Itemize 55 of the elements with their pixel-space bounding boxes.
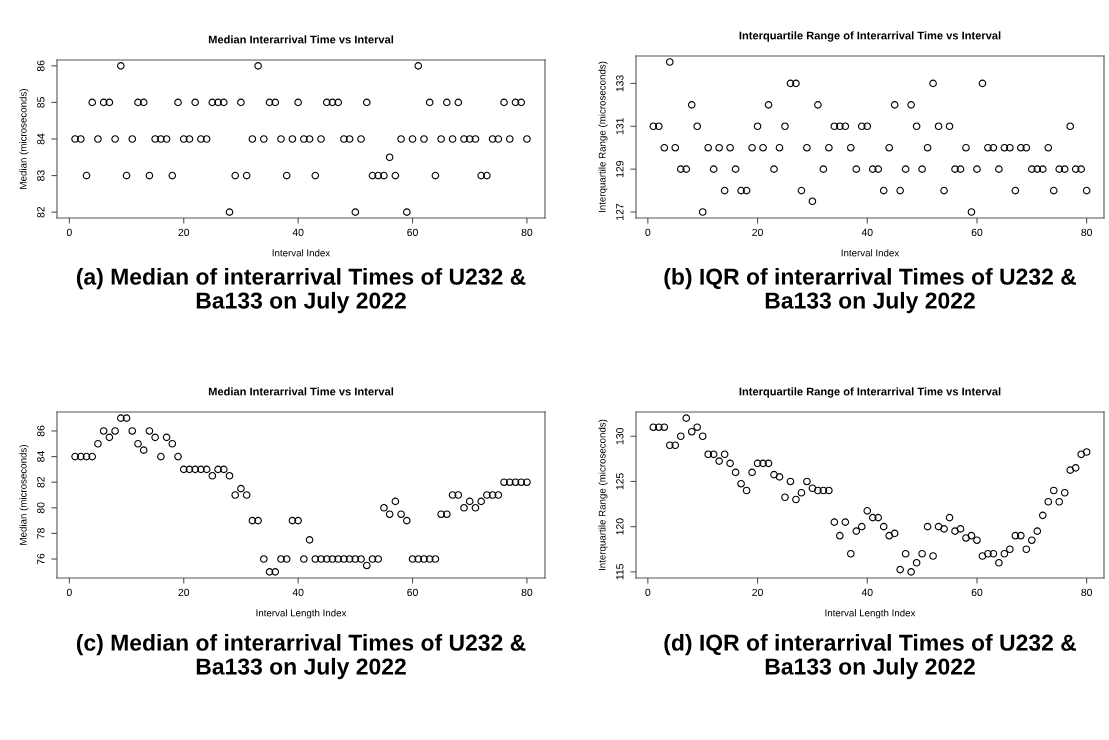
y-tick-label: 80 (37, 502, 45, 514)
y-axis-title: Interquartile Range (microseconds) (598, 419, 608, 571)
y-tick-label: 125 (616, 473, 624, 490)
x-tick-label: 80 (1081, 228, 1093, 237)
y-tick-label: 82 (37, 206, 45, 218)
x-tick-label: 20 (752, 588, 763, 597)
y-tick-label: 84 (37, 451, 45, 462)
chart-title: Median Interarrival Time vs Interval (208, 387, 394, 396)
chart-title: Median Interarrival Time vs Interval (208, 35, 394, 44)
x-tick-label: 40 (292, 588, 304, 597)
y-tick-label: 82 (37, 476, 45, 488)
x-axis-title: Interval Length Index (825, 609, 916, 619)
x-tick-label: 20 (178, 228, 190, 237)
x-tick-label: 20 (752, 228, 763, 237)
x-tick-label: 80 (521, 588, 533, 597)
x-tick-label: 40 (861, 588, 873, 597)
y-tick-label: 86 (37, 60, 45, 72)
y-tick-label: 130 (616, 427, 624, 445)
y-axis-title: Median (microseconds) (19, 445, 29, 545)
y-tick-label: 131 (616, 118, 624, 135)
y-tick-label: 83 (37, 170, 45, 181)
y-tick-label: 76 (37, 553, 45, 565)
y-tick-label: 115 (616, 563, 624, 580)
y-tick-label: 84 (37, 133, 45, 145)
chart-title: Interquartile Range of Interarrival Time vs Interval (739, 387, 1001, 398)
x-tick-label: 80 (521, 228, 533, 237)
y-axis-title: Median (microseconds) (19, 89, 29, 189)
x-tick-label: 40 (292, 228, 304, 237)
text: (b) IQR of interarrival Times of U232 & Ba133 on July 2022 (664, 268, 1077, 314)
x-tick-label: 40 (861, 228, 873, 237)
x-tick-label: 20 (178, 588, 190, 597)
chart-title: Interquartile Range of Interarrival Time vs Interval (739, 31, 1001, 42)
x-tick-label: 0 (645, 588, 651, 597)
x-tick-label: 60 (407, 228, 418, 237)
y-tick-label: 85 (37, 97, 45, 108)
y-tick-label: 78 (37, 528, 45, 539)
x-tick-label: 60 (971, 228, 983, 237)
y-tick-label: 133 (616, 75, 624, 92)
x-axis-title: Interval Length Index (256, 609, 347, 619)
y-tick-label: 86 (37, 425, 45, 437)
text: (c) Median of interarrival Times of U232 & Ba133 on July 2022 (76, 634, 526, 680)
x-tick-label: 0 (66, 228, 72, 237)
x-tick-label: 0 (66, 588, 72, 597)
y-tick-label: 120 (616, 518, 624, 535)
y-axis-title: Interquartile Range (microseconds) (598, 61, 608, 213)
x-tick-label: 80 (1081, 588, 1093, 597)
x-tick-label: 0 (645, 228, 651, 237)
y-tick-label: 127 (616, 203, 624, 220)
x-axis-title: Interval Index (841, 249, 900, 257)
text: (d) IQR of interarrival Times of U232 & Ba133 on July 2022 (664, 634, 1077, 680)
x-axis-title: Interval Index (272, 249, 331, 257)
x-tick-label: 60 (407, 588, 418, 597)
text: (a) Median of interarrival Times of U232 & Ba133 on July 2022 (76, 268, 526, 314)
x-tick-label: 60 (971, 588, 983, 597)
y-tick-label: 129 (616, 160, 624, 178)
